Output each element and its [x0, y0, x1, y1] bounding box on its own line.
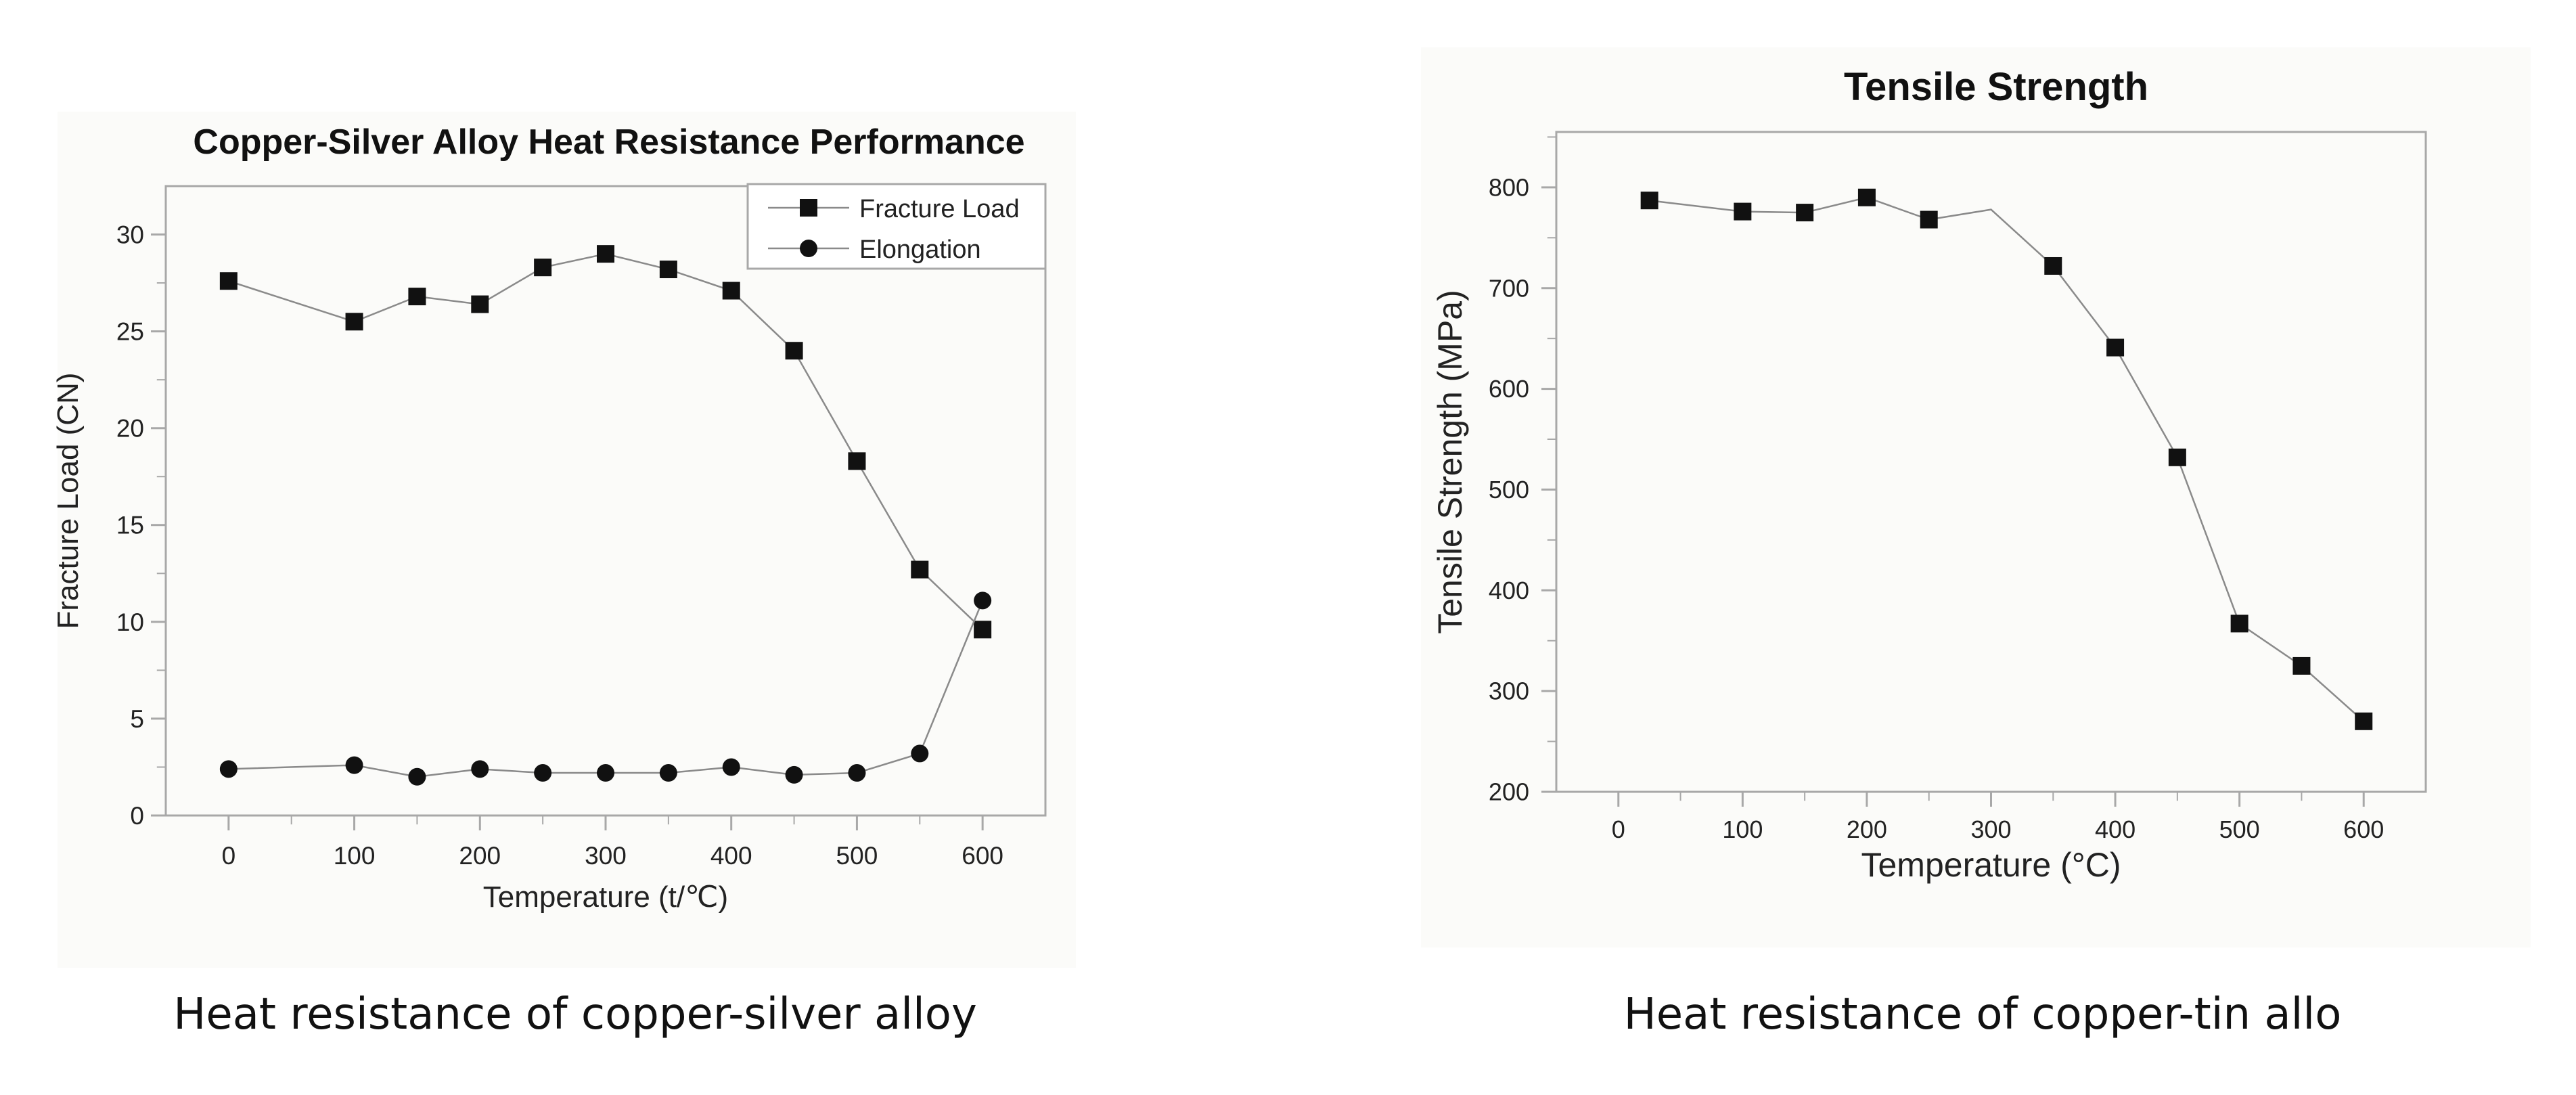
data-point-circle: [597, 764, 614, 782]
x-tick-label: 200: [1847, 815, 1887, 843]
x-tick-label: 400: [710, 842, 752, 870]
data-point-square: [2355, 712, 2373, 730]
series-line: [228, 252, 984, 631]
y-tick-label: 20: [116, 415, 144, 443]
chart-panel-copper-tin: [1421, 47, 2531, 947]
data-point-circle: [785, 765, 803, 784]
y-tick-label: 0: [130, 802, 144, 830]
y-tick-label: 30: [116, 221, 144, 248]
y-tick-label: 600: [1489, 375, 1529, 403]
y-tick-label: 400: [1489, 577, 1529, 604]
legend-label: Elongation: [859, 236, 981, 264]
y-axis-label: Tensile Strength (MPa): [1431, 290, 1469, 634]
data-point-circle: [659, 764, 677, 782]
data-point-circle: [911, 744, 929, 763]
data-point-circle: [534, 764, 552, 782]
data-point-square: [785, 342, 803, 360]
data-point-circle: [219, 760, 238, 778]
data-point-square: [1857, 188, 1876, 206]
caption-copper-tin: Heat resistance of copper-tin allo: [1623, 989, 2342, 1040]
x-tick-label: 600: [2343, 815, 2384, 843]
x-tick-label: 100: [1722, 815, 1763, 843]
data-point-square: [1796, 204, 1814, 222]
y-tick-label: 5: [130, 705, 144, 733]
data-point-circle: [471, 760, 489, 778]
plot-frame: [1555, 131, 2427, 793]
data-point-square: [2106, 338, 2125, 357]
y-tick-label: 700: [1489, 274, 1529, 302]
y-tick-label: 300: [1489, 677, 1529, 705]
x-tick-label: 100: [334, 842, 376, 870]
series-0: [1640, 188, 2373, 730]
data-point-circle: [974, 591, 992, 610]
y-tick-label: 500: [1489, 476, 1529, 504]
y-tick-label: 15: [116, 512, 144, 539]
data-point-square: [2044, 256, 2062, 275]
data-point-circle: [408, 767, 426, 786]
legend-label: Fracture Load: [859, 195, 1020, 223]
legend-marker-square: [800, 199, 817, 217]
legend-box: [746, 183, 1047, 270]
data-point-square: [2230, 614, 2249, 633]
data-point-square: [911, 560, 929, 579]
data-point-square: [534, 259, 552, 277]
legend-marker-circle: [800, 240, 817, 257]
y-tick-label: 800: [1489, 173, 1529, 201]
x-tick-label: 300: [1970, 815, 2011, 843]
series-fracture-load: [219, 245, 992, 639]
data-point-square: [1920, 210, 1938, 229]
data-point-square: [2168, 448, 2186, 466]
series-elongation: [219, 591, 992, 786]
data-point-square: [408, 288, 426, 306]
x-axis-label: Temperature (°C): [1861, 846, 2121, 884]
x-tick-label: 200: [459, 842, 501, 870]
chart-title: Copper-Silver Alloy Heat Resistance Perf…: [193, 122, 1024, 162]
y-tick-label: 25: [116, 318, 144, 346]
data-point-circle: [345, 756, 363, 774]
data-point-square: [219, 272, 238, 290]
series-line: [1649, 196, 2365, 722]
x-tick-label: 0: [1612, 815, 1625, 843]
data-point-square: [848, 452, 866, 470]
data-point-circle: [722, 758, 740, 776]
x-tick-label: 300: [585, 842, 627, 870]
chart-title: Tensile Strength: [1844, 65, 2148, 109]
data-point-square: [974, 621, 992, 639]
x-tick-label: 500: [836, 842, 878, 870]
data-point-square: [659, 261, 677, 279]
x-tick-label: 600: [962, 842, 1003, 870]
x-axis-label: Temperature (t/℃): [483, 880, 728, 914]
caption-copper-silver: Heat resistance of copper-silver alloy: [173, 989, 977, 1040]
data-point-square: [1734, 202, 1752, 221]
x-tick-label: 0: [222, 842, 236, 870]
data-point-square: [597, 245, 614, 263]
data-point-square: [471, 295, 489, 313]
series-line: [228, 600, 984, 778]
y-axis-label: Fracture Load (CN): [51, 372, 85, 629]
y-tick-label: 200: [1489, 778, 1529, 806]
data-point-circle: [848, 764, 866, 782]
data-point-square: [345, 313, 363, 331]
x-tick-label: 400: [2095, 815, 2136, 843]
x-tick-label: 500: [2219, 815, 2260, 843]
y-tick-label: 10: [116, 608, 144, 636]
data-point-square: [1640, 192, 1658, 210]
data-point-square: [722, 282, 740, 300]
data-point-square: [2292, 656, 2311, 675]
